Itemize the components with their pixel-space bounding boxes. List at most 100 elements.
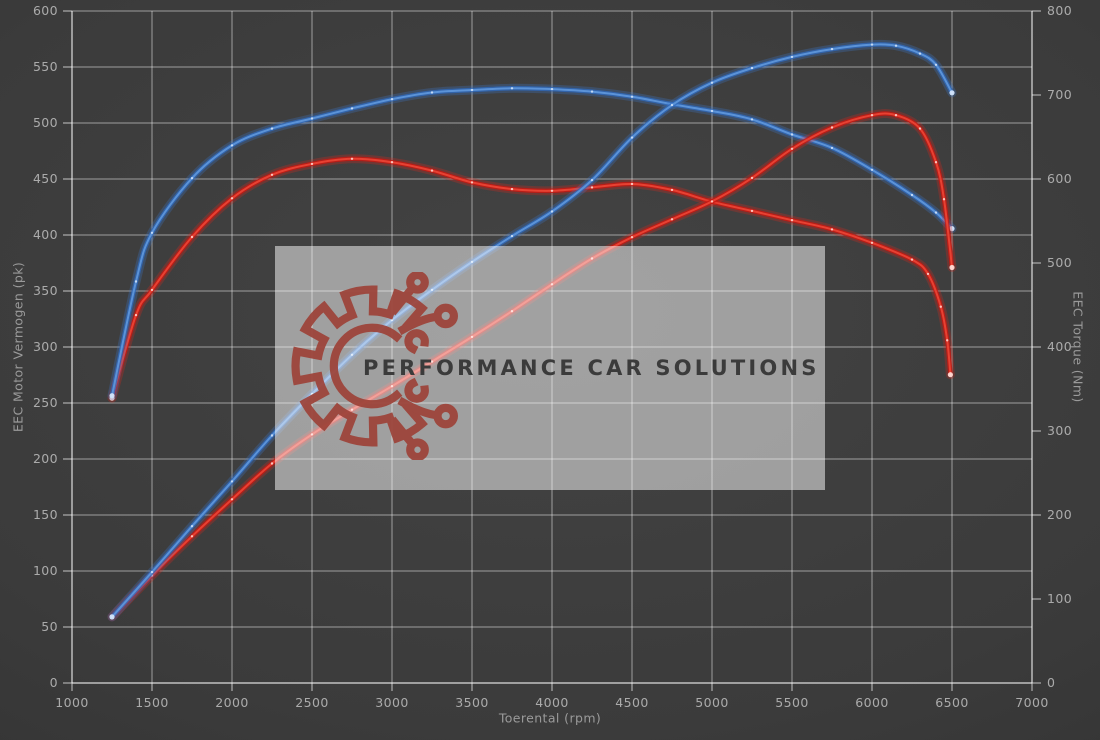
data-point-marker — [134, 313, 138, 317]
circuit-node — [433, 303, 458, 329]
circuit-trace — [388, 416, 417, 449]
data-point-marker — [910, 258, 914, 261]
data-point-marker — [870, 114, 874, 117]
x-tick-label: 5000 — [695, 695, 728, 710]
data-point-marker — [470, 88, 474, 92]
watermark: PERFORMANCE CAR SOLUTIONS — [275, 246, 825, 490]
data-point-marker — [830, 228, 834, 231]
data-point-marker — [830, 126, 834, 129]
y-right-tick-label: 600 — [1047, 171, 1072, 186]
data-point-marker — [190, 525, 194, 528]
y-right-tick-label: 0 — [1047, 675, 1055, 690]
circuit-hook — [404, 329, 429, 355]
data-point-marker — [934, 211, 938, 214]
data-point-marker — [190, 177, 194, 180]
data-point-marker — [310, 117, 314, 120]
curve-end-marker — [949, 264, 955, 271]
data-point-marker — [630, 136, 634, 139]
data-point-marker — [790, 147, 794, 150]
y-right-tick-label: 100 — [1047, 591, 1072, 606]
x-tick-label: 3000 — [375, 695, 408, 710]
data-point-marker — [550, 87, 554, 91]
curve-end-marker — [949, 90, 955, 96]
data-point-marker — [270, 173, 274, 176]
curve-end-marker — [947, 372, 954, 378]
x-tick-label: 7000 — [1015, 695, 1048, 710]
data-point-marker — [939, 305, 942, 308]
circuit-node — [406, 272, 429, 294]
data-point-marker — [934, 63, 938, 66]
data-point-marker — [590, 186, 594, 189]
circuit-hook — [404, 377, 429, 403]
data-point-marker — [150, 231, 154, 234]
data-point-marker — [150, 570, 154, 574]
curve-end-marker — [949, 226, 955, 232]
data-point-marker — [790, 55, 794, 59]
data-point-marker — [550, 189, 554, 192]
y-left-tick-label: 0 — [50, 675, 58, 690]
data-point-marker — [510, 87, 514, 90]
y-left-tick-label: 100 — [33, 563, 58, 578]
watermark-text: PERFORMANCE CAR SOLUTIONS — [363, 356, 820, 381]
data-point-marker — [630, 95, 634, 98]
data-point-marker — [918, 52, 922, 55]
circuit-trace — [388, 283, 417, 316]
y-left-tick-label: 200 — [33, 451, 58, 466]
data-point-marker — [710, 109, 714, 113]
data-point-marker — [670, 188, 674, 192]
data-point-marker — [470, 181, 474, 184]
data-point-marker — [630, 236, 634, 239]
gear-circuit-logo-icon — [291, 272, 458, 460]
data-point-marker — [350, 157, 354, 160]
y-left-tick-label: 600 — [33, 3, 58, 18]
data-point-marker — [390, 98, 394, 101]
curve-torque-red — [107, 154, 955, 403]
data-point-marker — [750, 209, 754, 213]
data-point-marker — [710, 81, 714, 84]
data-point-marker — [230, 498, 234, 501]
data-point-marker — [550, 210, 554, 213]
x-tick-label: 6000 — [855, 695, 888, 710]
gear-inner-arc — [329, 323, 403, 409]
data-point-marker — [790, 133, 794, 136]
y-right-tick-label: 500 — [1047, 255, 1072, 270]
x-tick-label: 2500 — [295, 695, 328, 710]
y-left-tick-label: 400 — [33, 227, 58, 242]
x-tick-label: 4500 — [615, 695, 648, 710]
data-point-marker — [134, 280, 138, 283]
data-point-marker — [894, 114, 898, 117]
y-left-axis-title: EEC Motor Vermogen (pk) — [10, 261, 26, 433]
circuit-node — [406, 438, 429, 460]
y-left-tick-label: 50 — [41, 619, 58, 634]
data-point-marker — [270, 127, 274, 130]
data-point-marker — [750, 176, 754, 180]
data-point-marker — [270, 462, 274, 465]
curve-end-marker — [109, 393, 115, 399]
x-tick-label: 3500 — [455, 695, 488, 710]
gear-outline — [291, 285, 428, 447]
data-point-marker — [710, 200, 714, 203]
x-tick-label: 5500 — [775, 695, 808, 710]
data-point-marker — [926, 272, 930, 276]
data-point-marker — [350, 107, 354, 110]
x-tick-label: 6500 — [935, 695, 968, 710]
data-point-marker — [670, 103, 674, 107]
data-point-marker — [942, 198, 946, 201]
data-point-marker — [150, 288, 154, 292]
data-point-marker — [670, 218, 674, 221]
data-point-marker — [870, 168, 874, 171]
curve-end-marker — [109, 614, 115, 620]
x-tick-label: 2000 — [215, 695, 248, 710]
data-point-marker — [270, 434, 274, 437]
data-point-marker — [830, 47, 834, 51]
y-right-tick-label: 400 — [1047, 339, 1072, 354]
y-left-tick-label: 550 — [33, 59, 58, 74]
y-right-tick-label: 800 — [1047, 3, 1072, 18]
x-tick-label: 4000 — [535, 695, 568, 710]
y-left-tick-label: 350 — [33, 283, 58, 298]
data-point-marker — [510, 187, 514, 191]
data-point-marker — [590, 178, 594, 182]
y-left-tick-label: 450 — [33, 171, 58, 186]
